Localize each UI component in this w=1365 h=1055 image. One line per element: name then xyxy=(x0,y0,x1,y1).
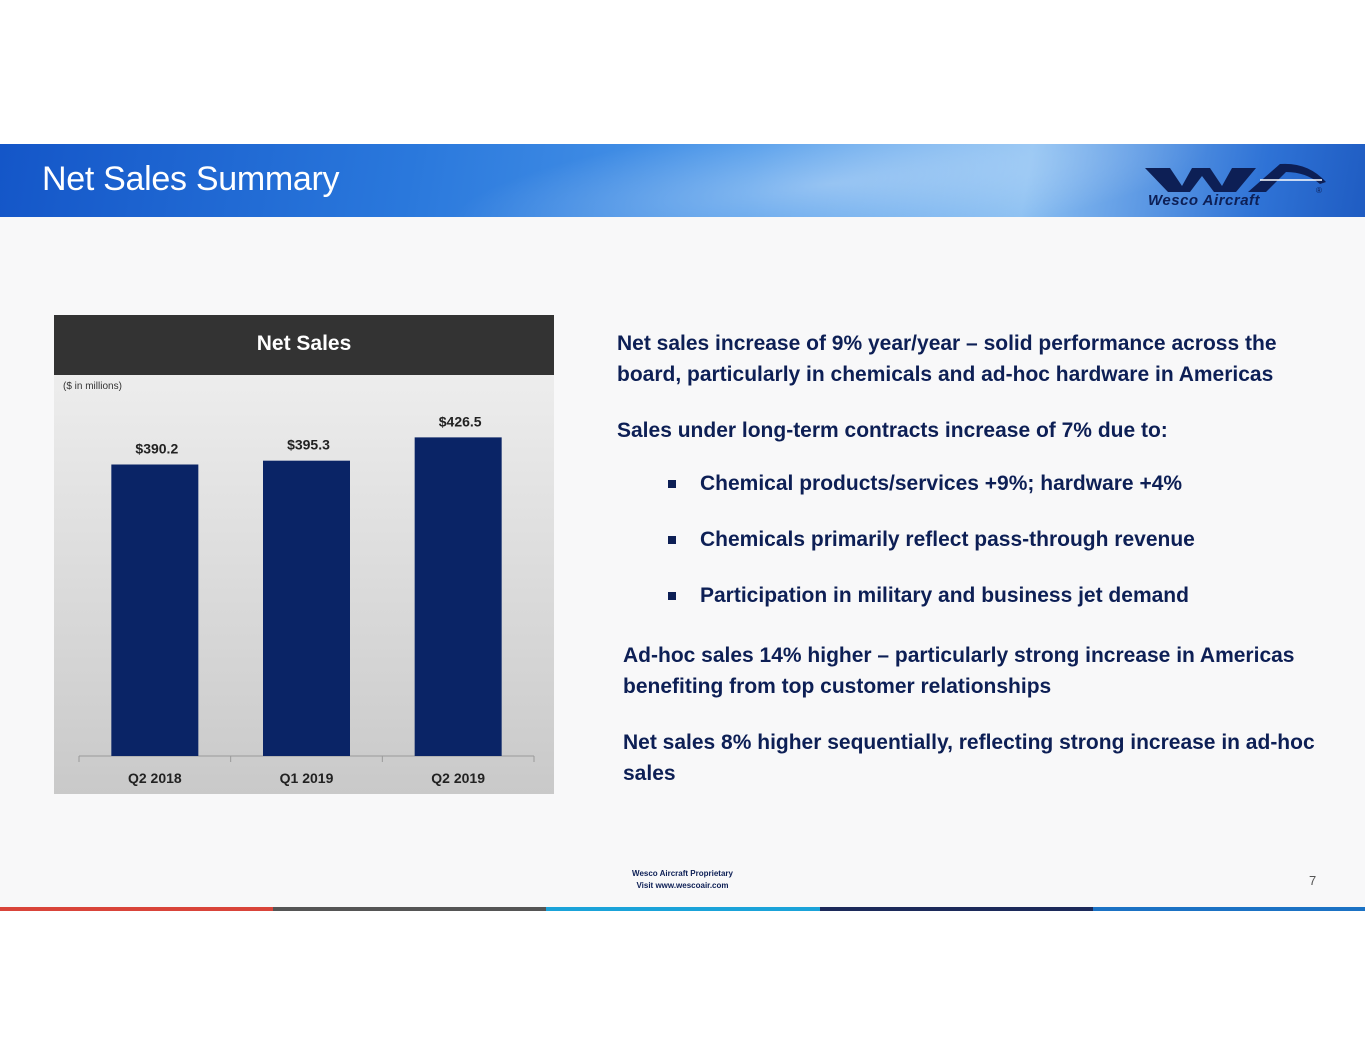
bar-q2-2019 xyxy=(414,437,502,756)
x-tick-label: Q2 2019 xyxy=(431,770,485,786)
chart-title: Net Sales xyxy=(256,332,352,355)
footer-stripe-red xyxy=(0,907,273,911)
footer-stripe-blue xyxy=(1093,907,1365,911)
bullet-long-term-contracts: Sales under long-term contracts increase… xyxy=(617,419,1168,442)
sub-bullet-chemical-hardware: Chemical products/services +9%; hardware… xyxy=(700,472,1183,495)
footer-stripe-cyan xyxy=(546,907,820,911)
logo-registered-mark: ® xyxy=(1316,186,1322,195)
data-label: $426.5 xyxy=(439,413,482,429)
x-tick-label: Q1 2019 xyxy=(280,770,334,786)
square-bullet-icon xyxy=(668,592,676,600)
data-label: $395.3 xyxy=(287,437,330,453)
sub-bullet-pass-through: Chemicals primarily reflect pass-through… xyxy=(700,528,1195,551)
bullet-sequential-increase: Net sales 8% higher sequentially, reflec… xyxy=(623,731,1315,785)
bar-q1-2019 xyxy=(263,460,350,756)
footer-stripe-navy xyxy=(820,907,1093,911)
chart-header xyxy=(54,315,554,375)
bullet-net-sales-increase: Net sales increase of 9% year/year – sol… xyxy=(617,332,1277,386)
logo-wordmark: Wesco Aircraft xyxy=(1148,192,1261,209)
page-title: Net Sales Summary xyxy=(42,160,340,198)
footer-stripe-gray xyxy=(273,907,546,911)
wesco-logo-icon xyxy=(1145,163,1326,192)
x-tick-label: Q2 2018 xyxy=(128,770,182,786)
footer-website: Visit www.wescoair.com xyxy=(636,881,729,890)
data-label: $390.2 xyxy=(135,440,178,456)
square-bullet-icon xyxy=(668,536,676,544)
square-bullet-icon xyxy=(668,480,676,488)
bar-q2-2018 xyxy=(111,464,199,756)
title-banner xyxy=(0,144,1365,217)
chart-unit-note: ($ in millions) xyxy=(63,381,122,392)
sub-bullet-military-business-jet: Participation in military and business j… xyxy=(700,584,1189,607)
page-number: 7 xyxy=(1309,873,1317,888)
chart-plot: $390.2 Q2 2018 $395.3 Q1 2019 $426.5 Q2 2019 xyxy=(78,413,535,786)
footer-proprietary: Wesco Aircraft Proprietary xyxy=(632,869,733,878)
bullet-ad-hoc-sales: Ad-hoc sales 14% higher – particularly s… xyxy=(623,644,1295,698)
net-sales-chart: Net Sales ($ in millions) $390.2 Q2 2018 $… xyxy=(54,315,554,794)
